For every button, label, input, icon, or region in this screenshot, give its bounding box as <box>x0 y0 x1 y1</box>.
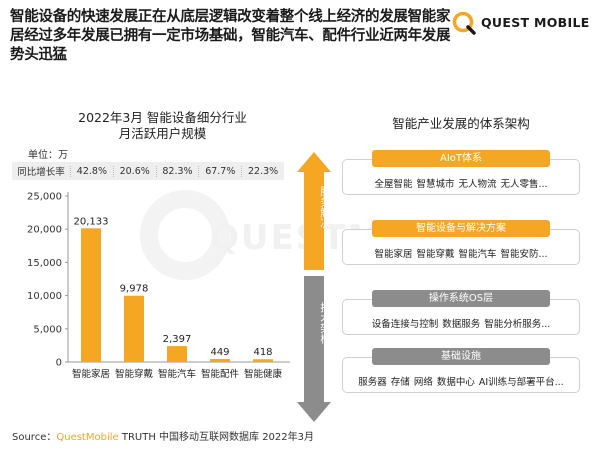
layer-items: 智能家居 智能穿戴 智能汽车 智能安防... <box>342 246 580 260</box>
architecture-layer: 智能设备与解决方案智能家居 智能穿戴 智能汽车 智能安防... <box>342 220 580 265</box>
source-prefix: Source： <box>12 432 57 443</box>
quest-mobile-logo-icon <box>452 11 476 35</box>
x-category-label: 智能汽车 <box>158 368 196 380</box>
y-tick-label: 0 <box>56 358 62 369</box>
chart-title: 2022年3月 智能设备细分行业 月活跃用户规模 <box>40 110 285 142</box>
yoy-growth-value: 67.7% <box>198 165 241 177</box>
layer-item: 智能汽车 <box>458 249 497 260</box>
yoy-growth-value: 22.3% <box>241 165 284 177</box>
architecture-layer: 操作系统OS层设备连接与控制 数据服务 智能分析服务... <box>342 290 580 335</box>
chart-unit-label: 单位：万 <box>28 150 68 161</box>
yoy-growth-row: 同比增长率 42.8% 20.6% 82.3% 67.7% 22.3% <box>12 162 284 180</box>
x-category-label: 智能健康 <box>244 368 283 380</box>
bar-value-label: 20,133 <box>74 216 109 227</box>
double-arrow-icon <box>297 152 331 422</box>
layer-heading: 操作系统OS层 <box>372 290 550 307</box>
yoy-growth-label: 同比增长率 <box>17 167 65 178</box>
yoy-growth-value: 20.6% <box>112 165 156 177</box>
layer-item: 服务器 <box>358 377 387 388</box>
layer-items: 设备连接与控制 数据服务 智能分析服务... <box>342 316 580 330</box>
chart-title-line1: 2022年3月 智能设备细分行业 <box>78 110 247 125</box>
layer-item: 设备连接与控制 <box>371 319 439 330</box>
yoy-growth-value: 42.8% <box>70 165 113 177</box>
x-category-label: 智能穿戴 <box>115 368 154 380</box>
quest-mobile-logo: QUEST MOBILE <box>452 10 597 36</box>
bar-value-label: 418 <box>253 347 272 358</box>
bar <box>253 359 273 362</box>
architecture-layer: AIoT体系全屋智能 智慧城市 无人物流 无人零售... <box>342 150 580 195</box>
bar-value-label: 9,978 <box>120 284 149 295</box>
source-note: Source：QuestMobile TRUTH 中国移动互联网数据库 2022… <box>12 428 314 443</box>
logo-text: QUEST MOBILE <box>481 15 590 30</box>
layer-item: 智慧城市 <box>416 179 455 190</box>
layer-item: 网络 <box>413 377 433 388</box>
arrow-label-service: 服务解决 <box>319 186 331 228</box>
layer-item: 数据服务 <box>442 319 481 330</box>
y-tick-label: 25,000 <box>27 192 62 203</box>
layer-item: 存储 <box>390 377 410 388</box>
bar-value-label: 2,397 <box>163 334 192 345</box>
layer-item: 全屋智能 <box>374 179 413 190</box>
chart-title-line2: 月活跃用户规模 <box>118 126 207 141</box>
layer-item: 无人物流 <box>458 179 497 190</box>
layer-heading: 智能设备与解决方案 <box>372 220 550 237</box>
bar <box>167 346 187 362</box>
y-tick-label: 5,000 <box>33 324 62 335</box>
y-tick-label: 10,000 <box>27 291 62 302</box>
layer-heading: AIoT体系 <box>372 150 550 167</box>
layer-items: 全屋智能 智慧城市 无人物流 无人零售... <box>342 176 580 190</box>
y-tick-label: 20,000 <box>27 225 62 236</box>
bar-chart: 0 5,000 10,000 15,000 20,000 25,000 20,133 智能家居… <box>27 192 290 380</box>
architecture-layer: 基础设施服务器 存储 网络 数据中心 AI训练与部署平台... <box>342 348 580 393</box>
header-title: 智能设备的快速发展正在从底层逻辑改变着整个线上经济的发展智能家居经过多年发展已拥… <box>10 9 451 63</box>
architecture-title: 智能产业发展的体系架构 <box>392 116 530 131</box>
yoy-growth-value: 82.3% <box>155 165 199 177</box>
layer-item: AI训练与部署平台... <box>478 377 564 388</box>
layer-item: 智能穿戴 <box>416 249 455 260</box>
bar <box>124 295 144 362</box>
bar <box>81 228 101 362</box>
source-rest: TRUTH 中国移动互联网数据库 2022年3月 <box>118 432 315 443</box>
source-brand: QuestMobile <box>56 432 119 443</box>
layer-item: 智能安防... <box>500 249 548 260</box>
x-category-label: 智能配件 <box>201 368 240 380</box>
layer-heading: 基础设施 <box>372 348 550 365</box>
bar <box>210 359 230 362</box>
layer-item: 无人零售... <box>500 179 548 190</box>
layer-item: 数据中心 <box>436 377 475 388</box>
x-category-label: 智能家居 <box>72 368 110 380</box>
layer-item: 智能分析服务... <box>484 319 551 330</box>
bar-value-label: 449 <box>210 347 229 358</box>
layer-item: 智能家居 <box>374 249 413 260</box>
y-tick-label: 15,000 <box>27 258 62 269</box>
architecture-arrow: 服务解决 技术架构 <box>297 152 331 422</box>
arrow-label-tech: 技术架构 <box>319 302 331 344</box>
layer-items: 服务器 存储 网络 数据中心 AI训练与部署平台... <box>342 374 580 388</box>
